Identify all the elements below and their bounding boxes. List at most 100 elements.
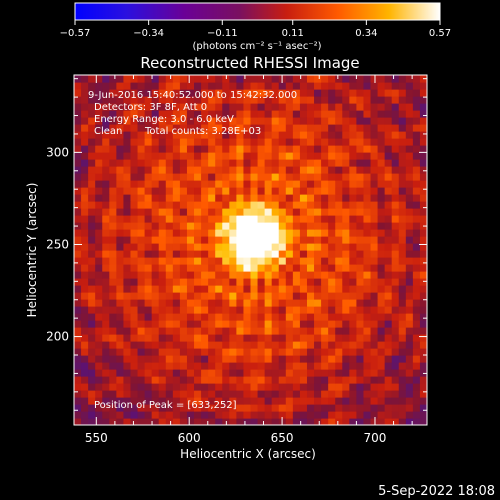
heatmap-cell [215,418,223,425]
heatmap-cell [427,152,435,160]
heatmap-cell [158,285,167,293]
heatmap-cell [95,278,103,286]
heatmap-cell [391,313,400,321]
heatmap-cell [285,369,294,377]
heatmap-cell [201,124,209,132]
heatmap-cell [328,89,336,97]
heatmap-cell [299,418,308,425]
heatmap-cell [243,173,252,181]
heatmap-cell [201,236,209,244]
heatmap-cell [377,348,386,356]
heatmap-cell [144,180,153,188]
heatmap-cell [215,75,223,83]
heatmap-cell [250,159,259,167]
heatmap-cell [81,243,89,251]
heatmap-cell [172,194,181,202]
heatmap-cell [137,383,146,391]
heatmap-cell [398,152,407,160]
heatmap-cell [285,243,294,251]
heatmap-cell [229,82,237,90]
heatmap-cell [306,215,315,223]
heatmap-cell [236,299,245,307]
heatmap-cell [278,187,287,195]
heatmap-cell [306,145,315,153]
heatmap-cell [391,299,400,307]
heatmap-cell [398,103,407,111]
heatmap-cell [151,257,160,265]
heatmap-cell [377,180,386,188]
heatmap-cell [158,187,167,195]
heatmap-cell [370,208,379,216]
heatmap-cell [102,362,110,370]
heatmap-cell [144,334,153,342]
heatmap-cell [271,89,280,97]
heatmap-cell [102,334,110,342]
heatmap-cell [398,229,407,237]
heatmap-cell [208,264,216,272]
heatmap-cell [123,173,132,181]
heatmap-cell [419,201,427,209]
heatmap-cell [384,355,393,363]
heatmap-cell [370,404,379,412]
heatmap-cell [328,194,336,202]
heatmap-cell [370,103,379,111]
heatmap-cell [299,390,308,398]
heatmap-cell [405,201,414,209]
heatmap-cell [74,313,82,321]
heatmap-cell [356,152,365,160]
heatmap-cell [412,194,421,202]
heatmap-cell [292,187,301,195]
heatmap-cell [271,131,280,139]
heatmap-cell [88,96,96,104]
heatmap-cell [109,75,117,83]
heatmap-cell [271,257,280,265]
heatmap-cell [158,292,167,300]
heatmap-cell [257,390,266,398]
heatmap-cell [321,201,329,209]
heatmap-cell [172,348,181,356]
heatmap-cell [264,376,273,384]
heatmap-cell [243,327,252,335]
heatmap-cell [165,152,174,160]
heatmap-cell [81,334,89,342]
heatmap-cell [88,117,96,125]
heatmap-cell [109,390,117,398]
heatmap-cell [328,355,336,363]
heatmap-cell [222,369,230,377]
heatmap-cell [257,236,266,244]
heatmap-cell [427,264,435,272]
heatmap-cell [123,131,132,139]
heatmap-cell [186,257,195,265]
heatmap-cell [208,194,216,202]
heatmap-cell [342,166,350,174]
heatmap-cell [222,236,230,244]
heatmap-cell [257,278,266,286]
heatmap-cell [172,117,181,125]
heatmap-cell [144,131,153,139]
heatmap-cell [264,173,273,181]
heatmap-cell [102,369,110,377]
heatmap-cell [306,180,315,188]
heatmap-cell [391,152,400,160]
heatmap-cell [208,397,216,405]
heatmap-cell [144,89,153,97]
heatmap-cell [186,131,195,139]
heatmap-cell [215,362,223,370]
heatmap-cell [88,418,96,425]
heatmap-cell [81,257,89,265]
heatmap-cell [179,271,188,279]
heatmap-cell [419,82,427,90]
heatmap-cell [172,341,181,349]
heatmap-cell [179,89,188,97]
heatmap-cell [194,376,202,384]
heatmap-cell [306,376,315,384]
heatmap-cell [292,418,301,425]
heatmap-cell [222,327,230,335]
heatmap-cell [419,215,427,223]
heatmap-cell [74,334,82,342]
heatmap-cell [179,411,188,419]
heatmap-cell [328,110,336,118]
heatmap-cell [158,103,167,111]
heatmap-cell [306,82,315,90]
heatmap-cell [314,348,322,356]
